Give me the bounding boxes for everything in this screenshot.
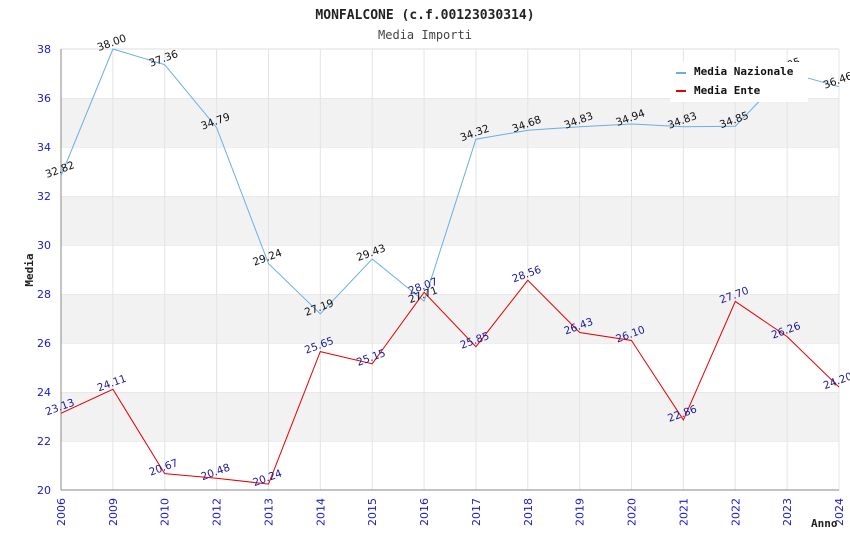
legend-label-media-nazionale: Media Nazionale xyxy=(694,65,794,78)
x-tick-label: 2024 xyxy=(833,498,846,526)
x-tick-label: 2016 xyxy=(418,498,431,526)
y-tick-label: 38 xyxy=(37,43,51,56)
x-tick-label: 2018 xyxy=(522,498,535,526)
y-tick-label: 22 xyxy=(37,435,51,448)
y-axis-label: Media xyxy=(23,253,36,286)
x-tick-label: 2012 xyxy=(211,498,224,526)
y-tick-label: 26 xyxy=(37,337,51,350)
grid-band xyxy=(61,441,839,490)
x-tick-label: 2006 xyxy=(55,498,68,526)
x-tick-label: 2023 xyxy=(781,498,794,526)
y-axis-ticks: 20 22 24 26 28 30 32 34 36 38 xyxy=(37,43,51,497)
y-tick-label: 24 xyxy=(37,386,51,399)
legend-background xyxy=(670,62,808,102)
y-tick-label: 20 xyxy=(37,484,51,497)
series-lines xyxy=(60,48,840,485)
x-tick-label: 2017 xyxy=(470,498,483,526)
x-tick-label: 2014 xyxy=(314,498,327,526)
x-axis-ticks: 2006 2009 2010 2012 2013 2014 2015 2016 2017 2018… xyxy=(55,498,846,526)
y-tick-label: 34 xyxy=(37,141,51,154)
series-line-media-ente xyxy=(60,279,840,485)
legend-label-media-ente: Media Ente xyxy=(694,84,761,97)
series-line-media-nazionale xyxy=(60,48,840,315)
grid-band xyxy=(61,98,839,147)
x-tick-label: 2013 xyxy=(262,498,275,526)
x-tick-label: 2021 xyxy=(677,498,690,526)
grid-bands xyxy=(61,48,839,490)
x-tick-label: 2010 xyxy=(159,498,172,526)
grid-band xyxy=(61,294,839,343)
x-tick-label: 2015 xyxy=(366,498,379,526)
y-tick-label: 30 xyxy=(37,239,51,252)
legend: Media Nazionale Media Ente xyxy=(670,62,808,102)
chart-title: MONFALCONE (c.f.00123030314) xyxy=(315,8,534,23)
y-tick-label: 32 xyxy=(37,190,51,203)
grid-band xyxy=(61,392,839,441)
x-tick-label: 2019 xyxy=(574,498,587,526)
x-tick-label: 2020 xyxy=(626,498,639,526)
y-tick-label: 28 xyxy=(37,288,51,301)
chart-subtitle: Media Importi xyxy=(378,28,472,42)
x-axis-label: Anno xyxy=(811,517,838,530)
y-tick-label: 36 xyxy=(37,92,51,105)
grid-band xyxy=(61,343,839,392)
grid-band xyxy=(61,245,839,294)
grid-band xyxy=(61,147,839,196)
x-tick-label: 2009 xyxy=(107,498,120,526)
x-tick-label: 2022 xyxy=(729,498,742,526)
